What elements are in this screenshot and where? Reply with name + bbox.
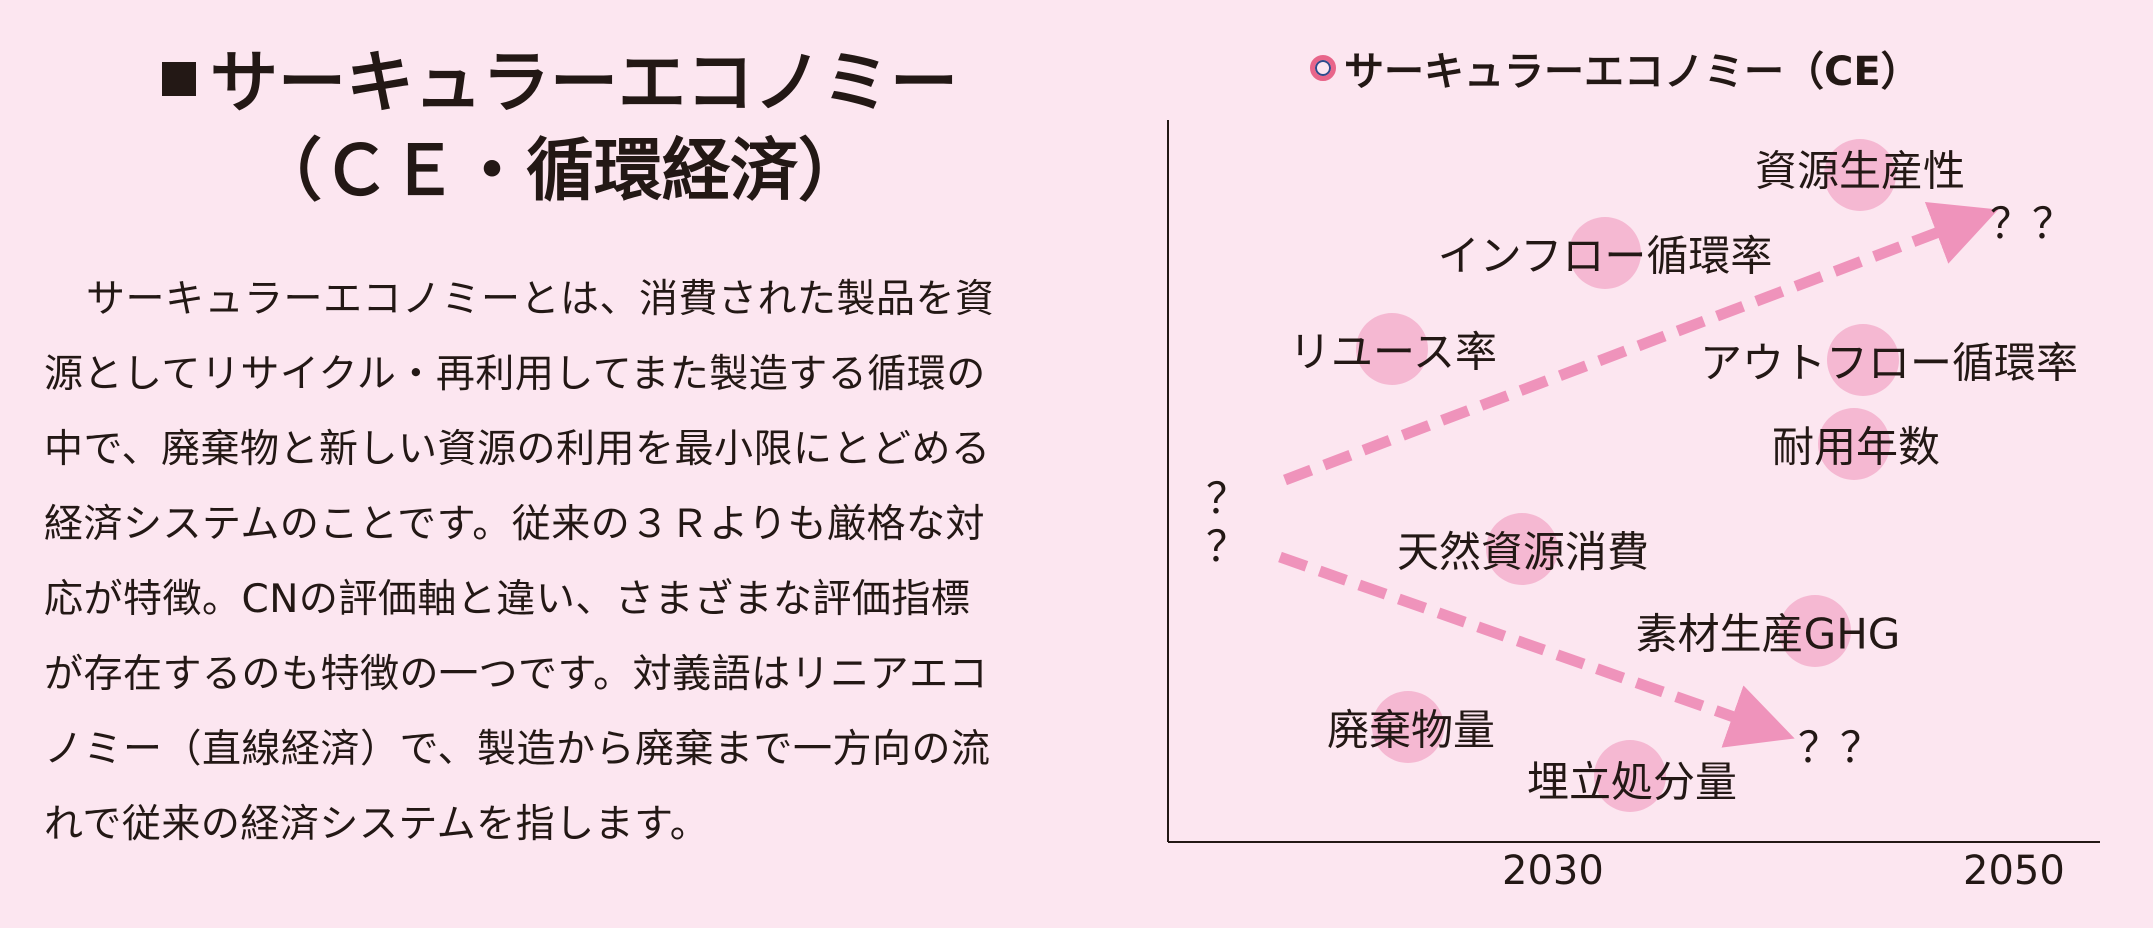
legend-label: サーキュラーエコノミー（CE） <box>1344 49 1921 95</box>
highlight-circle-reuse <box>1356 313 1428 385</box>
item-waste-amount: 廃棄物量 <box>1326 705 1496 755</box>
start-question-mark: ？ <box>1206 522 1249 571</box>
increasing-trend-arrow <box>1283 201 1999 486</box>
item-service-life: 耐用年数 <box>1771 422 1941 472</box>
up-end-question-marks: ？？ <box>1990 199 2075 248</box>
item-outflow-circulation-rate: アウトフロー循環率 <box>1699 338 2079 388</box>
highlight-circle-natural-resource <box>1486 513 1558 585</box>
item-natural-resource-consumption: 天然資源消費 <box>1396 527 1650 577</box>
title-text-1: サーキュラーエコノミー <box>209 44 958 123</box>
highlight-circle-outflow <box>1827 324 1899 396</box>
item-material-production-ghg: 素材生産GHG <box>1635 609 1901 659</box>
black-square-icon <box>161 62 196 96</box>
diagram-legend: サーキュラーエコノミー（CE） <box>1310 40 1921 96</box>
item-landfill-amount: 埋立処分量 <box>1526 757 1738 807</box>
page-title: サーキュラーエコノミー （ＣＥ・循環経済） <box>60 40 1060 216</box>
highlight-circle-durability <box>1818 408 1890 480</box>
description-paragraph: サーキュラーエコノミーとは、消費された製品を資源としてリサイクル・再利用してまた… <box>44 277 995 847</box>
highlight-circles <box>1356 139 1899 812</box>
x-tick-2050: 2050 <box>1963 848 2065 894</box>
highlight-circle-inflow <box>1569 217 1641 289</box>
item-inflow-circulation-rate: インフロー循環率 <box>1437 231 1773 281</box>
item-reuse-rate: リユース率 <box>1289 327 1497 377</box>
start-question-mark: ？ <box>1206 474 1249 523</box>
highlight-circle-waste <box>1372 691 1444 763</box>
title-line-2: （ＣＥ・循環経済） <box>253 132 866 211</box>
highlight-circle-resource-productivity <box>1824 139 1896 211</box>
start-question-marks: ？ ？ <box>1206 475 1248 571</box>
title-line-1: サーキュラーエコノミー <box>60 40 1060 128</box>
item-resource-productivity: 資源生産性 <box>1754 146 1966 196</box>
highlight-circle-landfill <box>1594 740 1666 812</box>
down-end-question-marks: ？？ <box>1798 723 1883 772</box>
x-tick-2030: 2030 <box>1502 848 1604 894</box>
ring-icon <box>1310 55 1336 81</box>
highlight-circle-material-ghg <box>1779 595 1851 667</box>
